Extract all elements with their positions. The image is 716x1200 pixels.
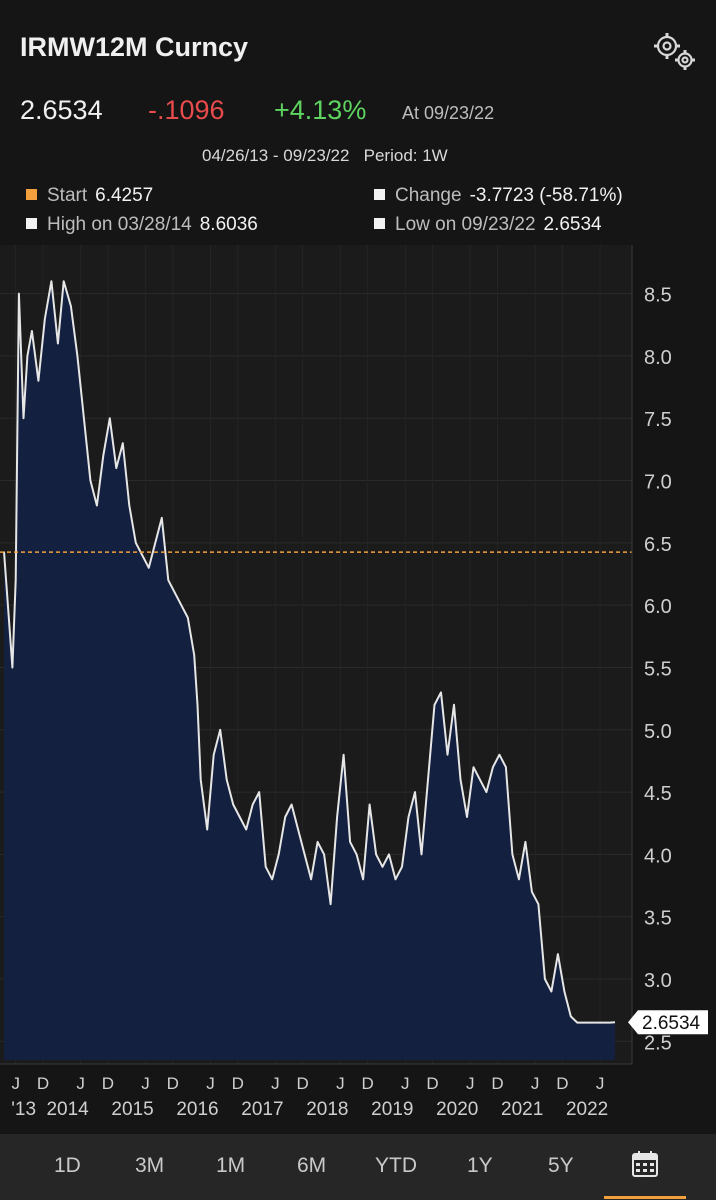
y-tick-label: 4.5: [644, 783, 672, 805]
settings-gear-icon[interactable]: [650, 30, 698, 72]
period: Period: 1W: [363, 146, 448, 165]
tab-1m[interactable]: 1M: [216, 1154, 246, 1177]
high-label: High on 03/28/14: [47, 214, 192, 235]
x-month-tick: J: [11, 1074, 20, 1093]
y-tick-label: 6.5: [644, 534, 672, 556]
high-stat: High on 03/28/14 8.6036: [26, 214, 258, 236]
price-chart[interactable]: 8.58.07.57.06.56.05.55.04.54.03.53.02.52…: [0, 245, 716, 1130]
x-year-label: 2014: [46, 1099, 89, 1120]
x-year-label: 2020: [436, 1099, 478, 1120]
x-year-label: 2015: [111, 1099, 153, 1120]
change-label: Change: [395, 185, 462, 206]
high-legend-square: [26, 218, 37, 229]
x-month-tick: J: [336, 1074, 345, 1093]
y-tick-label: 8.5: [644, 285, 672, 307]
start-legend-square: [26, 189, 37, 200]
calendar-icon[interactable]: [631, 1150, 659, 1178]
last-value-marker: [628, 1010, 708, 1035]
area-fill: [4, 281, 615, 1060]
x-month-tick: J: [596, 1074, 605, 1093]
tab-1y[interactable]: 1Y: [467, 1154, 493, 1177]
x-month-tick: D: [297, 1074, 309, 1093]
x-month-tick: D: [426, 1074, 438, 1093]
x-month-tick: D: [232, 1074, 244, 1093]
tab-6m[interactable]: 6M: [297, 1154, 327, 1177]
x-month-tick: D: [361, 1074, 373, 1093]
x-year-label: 2016: [176, 1099, 218, 1120]
period-tab-bar: 1D 3M 1M 6M YTD 1Y 5Y: [0, 1134, 716, 1200]
start-value: 6.4257: [95, 185, 154, 206]
series-line: [3, 280, 616, 1024]
tab-5y[interactable]: 5Y: [548, 1154, 574, 1177]
y-tick-label: 7.0: [644, 472, 672, 494]
x-year-label: 2017: [241, 1099, 283, 1120]
change-legend-square: [374, 189, 385, 200]
low-label: Low on 09/23/22: [395, 214, 536, 235]
tab-ytd[interactable]: YTD: [375, 1154, 417, 1177]
low-legend-square: [374, 218, 385, 229]
y-tick-label: 4.0: [644, 845, 672, 867]
x-month-tick: J: [206, 1074, 215, 1093]
x-year-label: 2018: [306, 1099, 348, 1120]
net-change: -.1096: [148, 95, 225, 125]
x-year-label: 2021: [501, 1099, 543, 1120]
y-tick-label: 5.5: [644, 658, 672, 680]
x-month-tick: J: [76, 1074, 85, 1093]
high-value: 8.6036: [199, 214, 258, 235]
x-month-tick: D: [102, 1074, 114, 1093]
x-month-tick: D: [556, 1074, 568, 1093]
x-year-label: '13: [11, 1099, 36, 1120]
x-month-tick: D: [167, 1074, 179, 1093]
percent-change: +4.13%: [274, 95, 367, 125]
y-tick-label: 7.5: [644, 409, 672, 431]
y-tick-label: 3.5: [644, 908, 672, 930]
tab-1d[interactable]: 1D: [54, 1154, 81, 1177]
change-value: -3.7723 (-58.71%): [469, 185, 623, 206]
y-tick-label: 3.0: [644, 970, 672, 992]
y-tick-label: 2.5: [644, 1032, 672, 1054]
x-month-tick: J: [271, 1074, 280, 1093]
x-year-label: 2022: [566, 1099, 608, 1120]
start-stat: Start 6.4257: [26, 185, 153, 207]
low-value: 2.6534: [543, 214, 602, 235]
date-range-period: 04/26/13 - 09/23/22 Period: 1W: [202, 146, 448, 166]
x-month-tick: D: [491, 1074, 503, 1093]
last-price: 2.6534: [20, 95, 103, 125]
as-of-date: At 09/23/22: [402, 103, 495, 123]
start-label: Start: [47, 185, 88, 206]
tab-3m[interactable]: 3M: [135, 1154, 165, 1177]
x-year-label: 2019: [371, 1099, 413, 1120]
x-month-tick: J: [401, 1074, 410, 1093]
y-tick-label: 5.0: [644, 721, 672, 743]
x-month-tick: D: [37, 1074, 49, 1093]
low-stat: Low on 09/23/22 2.6534: [374, 214, 602, 236]
x-month-tick: J: [141, 1074, 150, 1093]
active-tab-indicator: [604, 1196, 686, 1199]
y-tick-label: 8.0: [644, 347, 672, 369]
y-tick-label: 6.0: [644, 596, 672, 618]
security-title: IRMW12M Curncy: [20, 32, 249, 62]
x-month-tick: J: [531, 1074, 540, 1093]
date-range: 04/26/13 - 09/23/22: [202, 146, 350, 165]
change-stat: Change -3.7723 (-58.71%): [374, 185, 623, 207]
x-month-tick: J: [466, 1074, 475, 1093]
last-value-label: 2.6534: [642, 1013, 701, 1034]
